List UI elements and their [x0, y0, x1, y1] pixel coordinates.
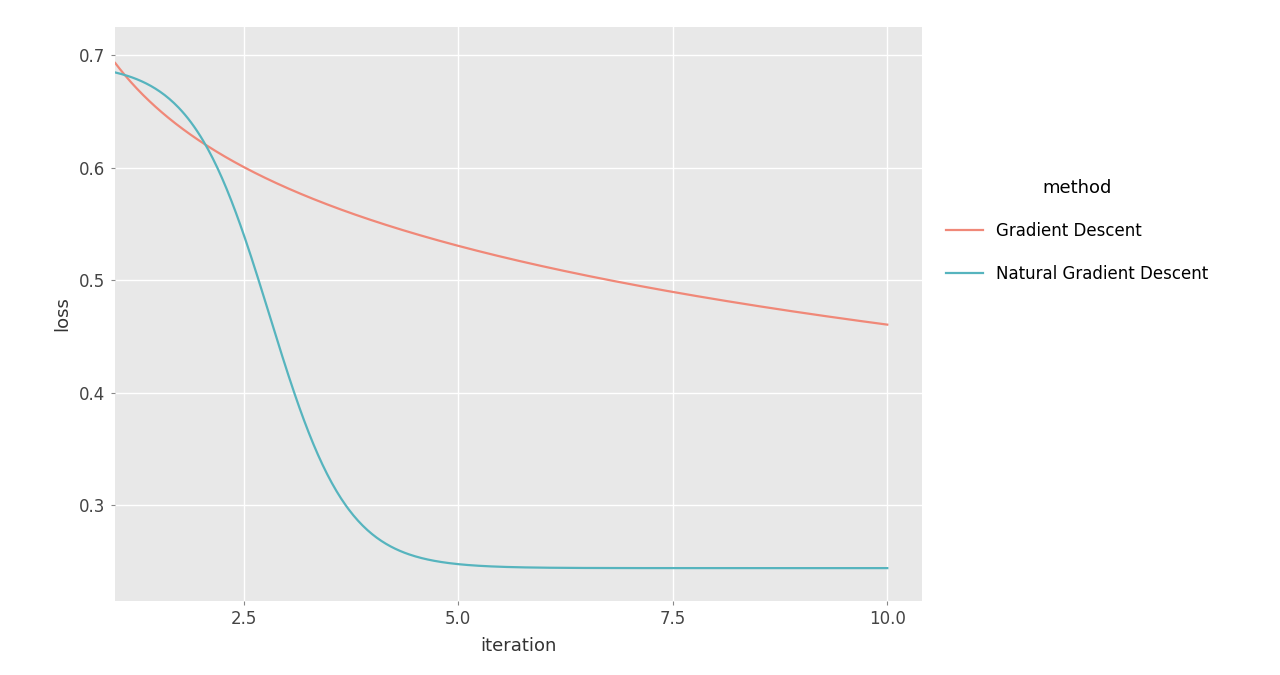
Natural Gradient Descent	[525, 564, 540, 572]
Natural Gradient Descent	[861, 564, 877, 572]
X-axis label: iteration: iteration	[480, 637, 557, 655]
Gradient Descent	[525, 260, 540, 268]
Gradient Descent	[879, 321, 895, 329]
Gradient Descent	[861, 318, 877, 326]
Gradient Descent	[108, 59, 123, 67]
Gradient Descent	[479, 249, 494, 257]
Natural Gradient Descent	[879, 564, 895, 572]
Gradient Descent	[474, 248, 489, 256]
Natural Gradient Descent	[108, 68, 123, 76]
Line: Natural Gradient Descent: Natural Gradient Descent	[115, 72, 887, 568]
Natural Gradient Descent	[740, 564, 755, 572]
Y-axis label: loss: loss	[52, 296, 70, 331]
Natural Gradient Descent	[567, 564, 582, 572]
Natural Gradient Descent	[479, 562, 494, 570]
Legend: Gradient Descent, Natural Gradient Descent: Gradient Descent, Natural Gradient Desce…	[946, 179, 1208, 283]
Gradient Descent	[740, 300, 755, 308]
Gradient Descent	[567, 269, 582, 277]
Natural Gradient Descent	[474, 562, 489, 570]
Line: Gradient Descent: Gradient Descent	[115, 63, 887, 325]
